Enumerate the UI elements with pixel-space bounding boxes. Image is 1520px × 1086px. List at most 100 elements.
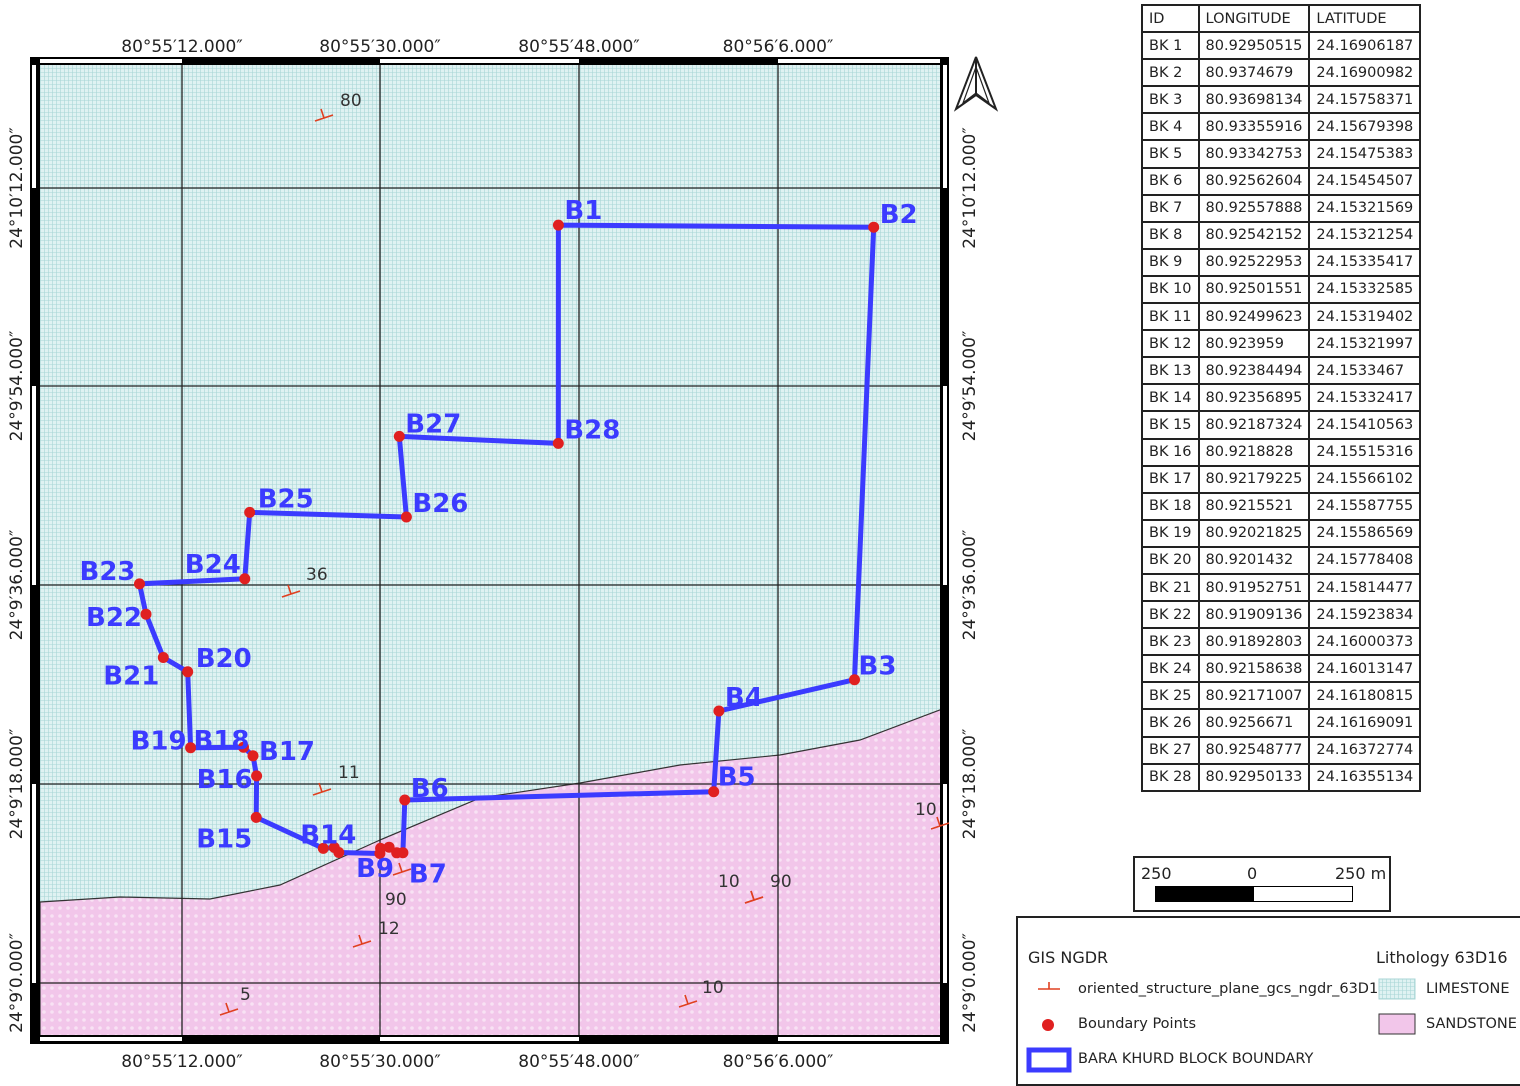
left-latitude-label: 24°9′36.000″ xyxy=(7,530,27,641)
boundary-point xyxy=(713,705,725,717)
cell-latitude: 24.15475383 xyxy=(1308,139,1422,169)
table-row: BK 18 80.9215521 24.15587755 xyxy=(1141,491,1422,521)
boundary-point-symbol-icon xyxy=(1042,1019,1054,1031)
cell-latitude: 24.15679398 xyxy=(1308,112,1422,142)
cell-longitude: 80.92179225 xyxy=(1197,464,1311,494)
boundary-point xyxy=(238,741,249,753)
table-row: BK 7 80.92557888 24.15321569 xyxy=(1141,193,1422,223)
boundary-point xyxy=(244,506,256,518)
structure-plane-symbol: 10 xyxy=(915,800,950,830)
dip-value-label: 5 xyxy=(240,985,251,1005)
table-row: BK 11 80.92499623 24.15319402 xyxy=(1141,302,1422,332)
cell-longitude: 80.9374679 xyxy=(1197,58,1311,88)
cell-id: BK 1 xyxy=(1141,31,1200,61)
boundary-point-label: B18 xyxy=(194,726,250,756)
bottom-longitude-label: 80°56′6.000″ xyxy=(723,1052,834,1072)
cell-latitude: 24.15515316 xyxy=(1308,437,1422,467)
cell-latitude: 24.1533467 xyxy=(1308,356,1422,386)
boundary-point-label: B28 xyxy=(564,415,620,445)
left-latitude-label: 24°9′54.000″ xyxy=(7,331,27,442)
boundary-point xyxy=(391,847,403,859)
cell-longitude: 80.92542152 xyxy=(1197,220,1311,250)
boundary-point xyxy=(185,742,197,754)
boundary-point xyxy=(552,219,564,231)
cell-id: BK 13 xyxy=(1141,356,1200,386)
boundary-point-label: B26 xyxy=(412,489,468,519)
table-row: BK 3 80.93698134 24.15758371 xyxy=(1141,85,1422,115)
table-row: BK 27 80.92548777 24.16372774 xyxy=(1141,735,1422,765)
table-row: BK 26 80.9256671 24.16169091 xyxy=(1141,708,1422,738)
boundary-point-label: B23 xyxy=(80,557,136,587)
boundary-point-label: B16 xyxy=(197,765,253,795)
dip-value-label: 90 xyxy=(770,872,792,892)
cell-latitude: 24.15335417 xyxy=(1308,247,1422,277)
boundary-point-label: B27 xyxy=(405,409,461,439)
cell-longitude: 80.92356895 xyxy=(1197,383,1311,413)
cell-longitude: 80.9256671 xyxy=(1197,708,1311,738)
boundary-point xyxy=(400,511,412,523)
table-row: BK 10 80.92501551 24.15332585 xyxy=(1141,274,1422,305)
cell-longitude: 80.92499623 xyxy=(1197,302,1311,332)
cell-id: BK 5 xyxy=(1141,139,1200,169)
cell-longitude: 80.93342753 xyxy=(1197,139,1311,169)
scale-segment-white xyxy=(1253,886,1353,902)
cell-latitude: 24.16180815 xyxy=(1308,681,1422,711)
cell-latitude: 24.15319402 xyxy=(1308,302,1422,332)
cell-id: BK 11 xyxy=(1141,302,1200,332)
table-row: BK 21 80.91952751 24.15814477 xyxy=(1141,572,1422,603)
legend-limestone-label: LIMESTONE xyxy=(1426,981,1510,997)
cell-latitude: 24.15332417 xyxy=(1308,383,1422,413)
cell-latitude: 24.15923834 xyxy=(1308,600,1422,630)
boundary-point xyxy=(250,811,262,823)
dip-value-label: 10 xyxy=(915,800,937,820)
cell-latitude: 24.16372774 xyxy=(1308,735,1422,765)
dip-value-label: 11 xyxy=(338,763,360,783)
cell-longitude: 80.92187324 xyxy=(1197,410,1311,440)
dip-value-label: 36 xyxy=(306,565,328,585)
cell-longitude: 80.92557888 xyxy=(1197,193,1311,223)
col-longitude-header: LONGITUDE xyxy=(1197,3,1311,34)
bottom-longitude-label: 80°55′12.000″ xyxy=(121,1052,242,1072)
boundary-point xyxy=(328,842,340,853)
boundary-point-label: B9 xyxy=(356,854,394,884)
cell-id: BK 27 xyxy=(1141,735,1200,765)
legend-group-gis-title: GIS NGDR xyxy=(1028,948,1109,967)
boundary-point-label: B20 xyxy=(196,644,252,674)
geological-map: 80°55′12.000″ 80°55′30.000″ 80°55′48.000″ 8… xyxy=(7,37,999,1072)
table-row: BK 8 80.92542152 24.15321254 xyxy=(1141,220,1422,250)
scale-right-label: 250 m xyxy=(1335,864,1387,883)
table-row: BK 24 80.92158638 24.16013147 xyxy=(1141,654,1422,684)
cell-id: BK 25 xyxy=(1141,681,1200,711)
cell-id: BK 20 xyxy=(1141,545,1200,575)
cell-id: BK 15 xyxy=(1141,410,1200,440)
boundary-point-label: B19 xyxy=(131,727,187,757)
boundary-point xyxy=(134,578,145,590)
boundary-point xyxy=(868,221,880,233)
cell-longitude: 80.93698134 xyxy=(1197,85,1311,115)
cell-latitude: 24.16013147 xyxy=(1308,654,1422,684)
boundary-point xyxy=(251,770,263,782)
table-row: BK 17 80.92179225 24.15566102 xyxy=(1141,464,1422,494)
cell-id: BK 23 xyxy=(1141,627,1200,657)
table-row: BK 4 80.93355916 24.15679398 xyxy=(1141,112,1422,142)
cell-latitude: 24.16169091 xyxy=(1308,708,1422,738)
table-row: BK 5 80.93342753 24.15475383 xyxy=(1141,139,1422,169)
cell-id: BK 9 xyxy=(1141,247,1200,277)
boundary-point-label: B3 xyxy=(859,652,897,682)
north-arrow-icon xyxy=(953,56,999,112)
col-latitude-header: LATITUDE xyxy=(1308,3,1422,34)
table-row: BK 6 80.92562604 24.15454507 xyxy=(1141,166,1422,196)
boundary-point xyxy=(383,841,395,853)
structure-plane-symbol: 36 xyxy=(281,565,328,598)
cell-longitude: 80.92950133 xyxy=(1197,762,1311,792)
cell-longitude: 80.92384494 xyxy=(1197,356,1311,386)
boundary-point xyxy=(708,786,720,798)
bottom-longitude-label: 80°55′30.000″ xyxy=(319,1052,440,1072)
boundary-point-label: B4 xyxy=(725,683,763,713)
cell-latitude: 24.15454507 xyxy=(1308,166,1422,196)
scale-segment-black xyxy=(1155,886,1255,902)
boundary-point xyxy=(239,573,251,585)
table-row: BK 28 80.92950133 24.16355134 xyxy=(1141,762,1422,792)
table-row: BK 15 80.92187324 24.15410563 xyxy=(1141,410,1422,440)
cell-id: BK 21 xyxy=(1141,572,1200,603)
